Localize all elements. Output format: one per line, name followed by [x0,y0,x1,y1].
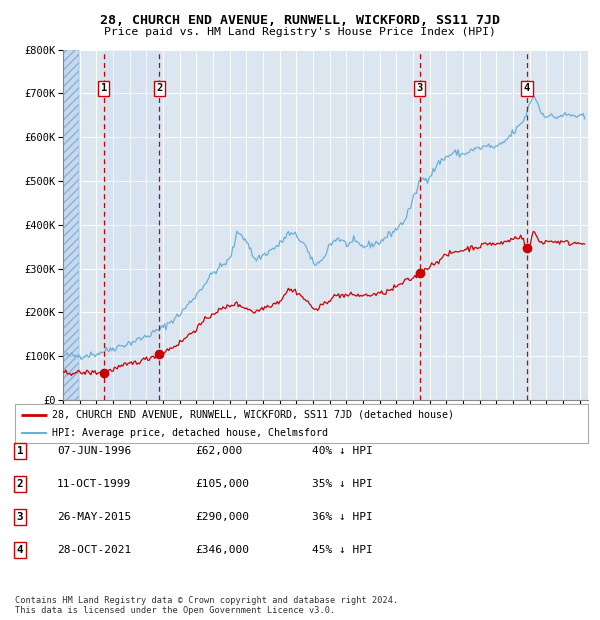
Text: 4: 4 [524,83,530,93]
Bar [63,50,79,400]
Text: 36% ↓ HPI: 36% ↓ HPI [312,512,373,522]
Text: 4: 4 [17,545,23,555]
Text: 26-MAY-2015: 26-MAY-2015 [57,512,131,522]
Bar [104,50,160,400]
Text: 40% ↓ HPI: 40% ↓ HPI [312,446,373,456]
Text: Contains HM Land Registry data © Crown copyright and database right 2024.
This d: Contains HM Land Registry data © Crown c… [15,596,398,615]
Text: 28-OCT-2021: 28-OCT-2021 [57,545,131,555]
Text: HPI: Average price, detached house, Chelmsford: HPI: Average price, detached house, Chel… [52,428,328,438]
Text: 35% ↓ HPI: 35% ↓ HPI [312,479,373,489]
Text: £346,000: £346,000 [195,545,249,555]
Text: 2: 2 [17,479,23,489]
Text: £62,000: £62,000 [195,446,242,456]
Text: 07-JUN-1996: 07-JUN-1996 [57,446,131,456]
Text: Price paid vs. HM Land Registry's House Price Index (HPI): Price paid vs. HM Land Registry's House … [104,27,496,37]
Text: 11-OCT-1999: 11-OCT-1999 [57,479,131,489]
Text: 45% ↓ HPI: 45% ↓ HPI [312,545,373,555]
Text: 28, CHURCH END AVENUE, RUNWELL, WICKFORD, SS11 7JD (detached house): 28, CHURCH END AVENUE, RUNWELL, WICKFORD… [52,410,454,420]
Text: £105,000: £105,000 [195,479,249,489]
Text: 1: 1 [17,446,23,456]
Text: 3: 3 [17,512,23,522]
Text: 28, CHURCH END AVENUE, RUNWELL, WICKFORD, SS11 7JD: 28, CHURCH END AVENUE, RUNWELL, WICKFORD… [100,14,500,27]
Text: £290,000: £290,000 [195,512,249,522]
Text: 2: 2 [156,83,163,93]
Text: 1: 1 [101,83,107,93]
Text: 3: 3 [416,83,423,93]
